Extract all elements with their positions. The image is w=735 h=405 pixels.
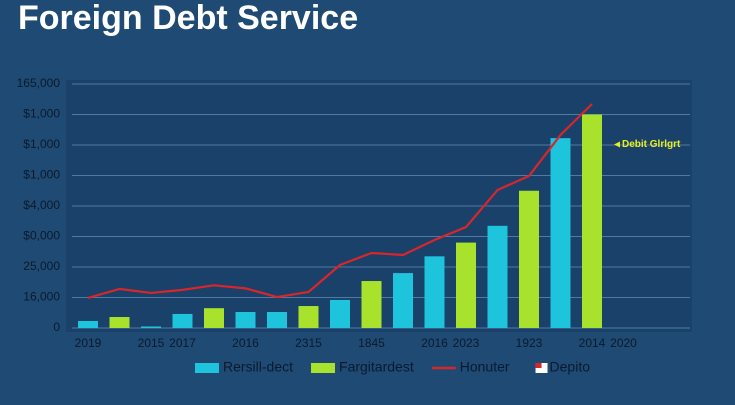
bar [172, 313, 193, 328]
legend-swatch [195, 363, 219, 373]
x-tick-label: 2020 [610, 336, 637, 350]
x-tick-label: 1923 [516, 336, 543, 350]
bar [424, 256, 445, 328]
legend-swatch [535, 363, 542, 368]
bar [361, 281, 382, 328]
bar [393, 273, 413, 328]
x-tick-label: 2016 [232, 336, 259, 350]
y-tick-label: 16,000 [23, 290, 60, 304]
y-tick-label: $1,000 [23, 168, 60, 182]
bar [550, 138, 571, 328]
y-tick-label: 0 [53, 320, 60, 334]
chart-title: Foreign Debt Service [18, 0, 358, 37]
bar [456, 242, 476, 328]
bar [330, 299, 350, 328]
bar [141, 326, 161, 328]
bar [582, 114, 602, 328]
bar [487, 225, 508, 328]
y-tick-label: $0,000 [23, 229, 60, 243]
bar [204, 308, 224, 328]
y-tick-label: $1,000 [23, 107, 60, 121]
x-tick-label: 2016 [421, 336, 448, 350]
x-tick-label: 2017 [169, 336, 196, 350]
y-tick-label: 165,000 [17, 76, 61, 90]
y-tick-label: $4,000 [23, 198, 60, 212]
legend-label: Rersill-dect [223, 359, 293, 375]
bar [78, 320, 98, 328]
bar [109, 317, 130, 328]
legend-swatch [311, 363, 336, 373]
x-tick-label: 2014 [579, 336, 606, 350]
x-tick-label: 1845 [358, 336, 385, 350]
x-tick-label: 2315 [295, 336, 322, 350]
x-tick-label: 2023 [453, 336, 480, 350]
x-tick-label: 2019 [75, 336, 102, 350]
annotation: Debit Glrlgrt [622, 139, 681, 150]
y-tick-label: 25,000 [23, 259, 60, 273]
bar [235, 311, 256, 328]
legend-label: Honuter [460, 359, 510, 375]
bar [298, 306, 319, 328]
annotation-arrow [614, 141, 620, 148]
bar [267, 311, 287, 328]
bar [519, 190, 539, 328]
line [87, 103, 593, 300]
legend-label: Depito [550, 359, 591, 375]
legend-label: Fargitardest [339, 359, 414, 375]
x-tick-label: 2015 [138, 336, 165, 350]
y-tick-label: $1,000 [23, 137, 60, 151]
